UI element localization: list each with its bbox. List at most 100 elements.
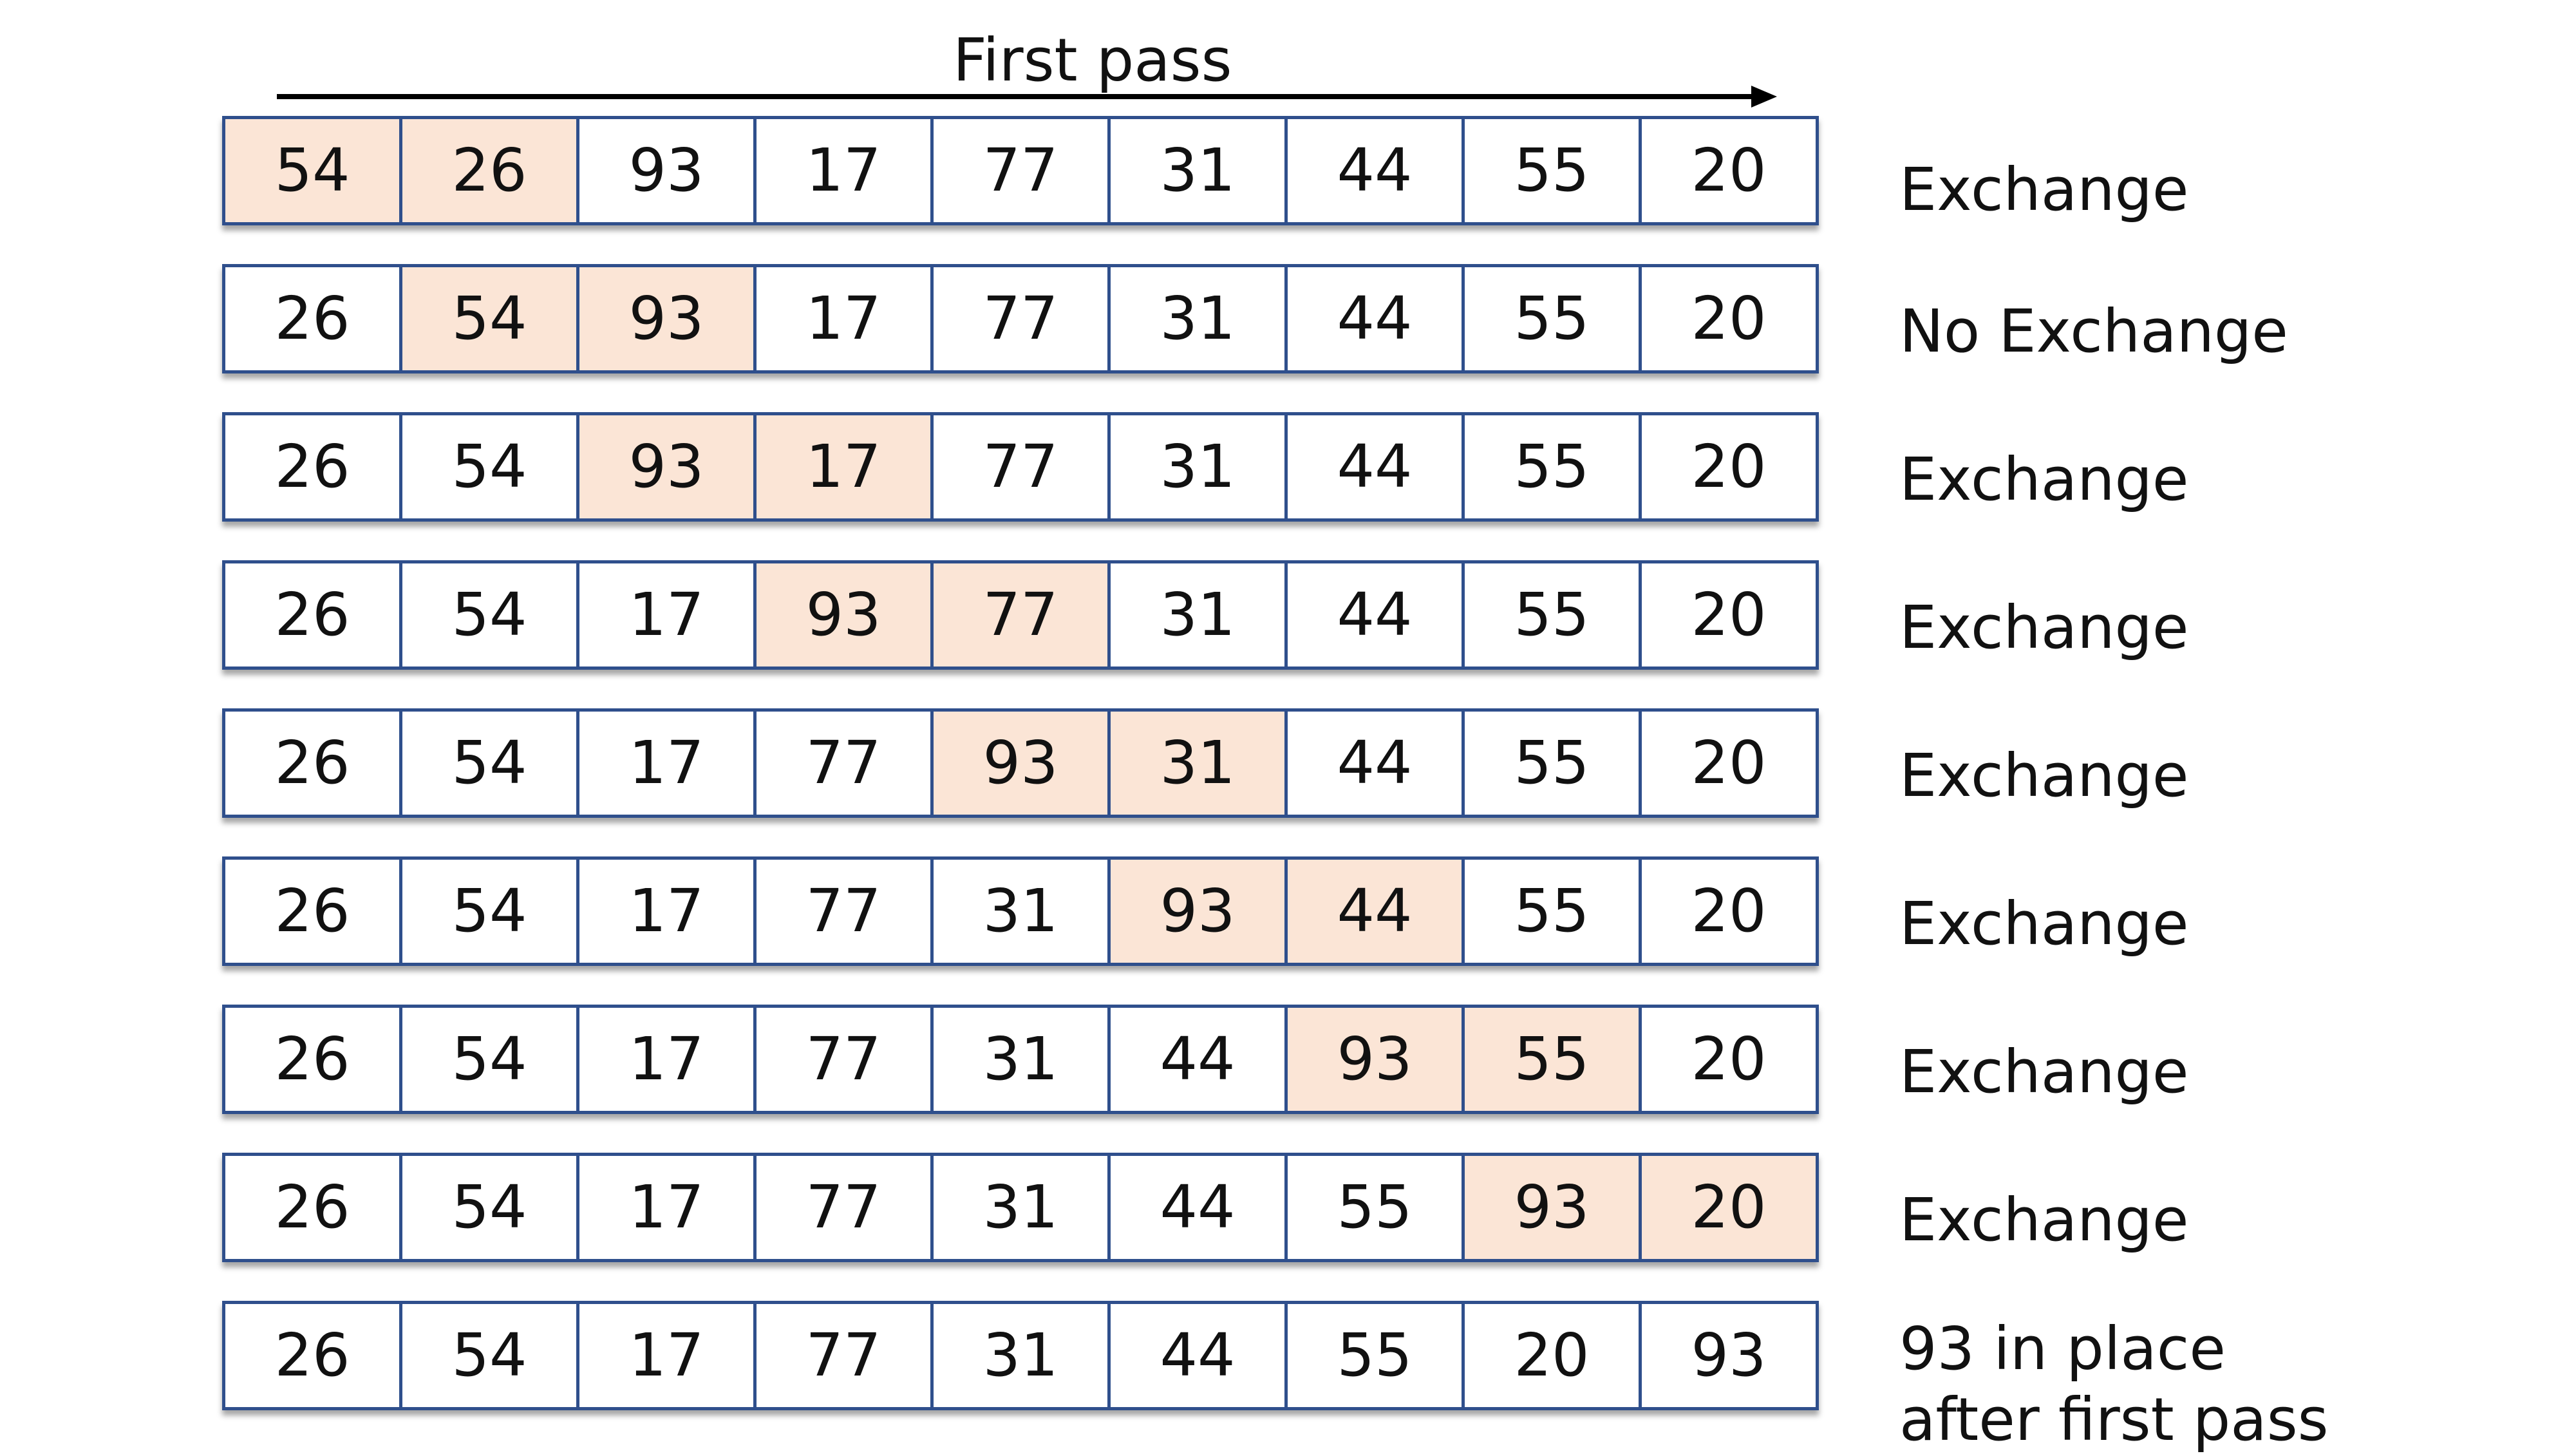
row-status-text: Exchange <box>1899 1186 2189 1254</box>
direction-arrow <box>277 80 1777 119</box>
array-cell: 20 <box>1642 415 1819 518</box>
row-status-label: Exchange <box>1899 1185 2189 1256</box>
array-row-3: 26 54 93 17 77 31 44 55 20 <box>222 412 1819 522</box>
array-cell: 44 <box>1111 1156 1288 1259</box>
array-cell: 77 <box>757 860 934 963</box>
array-cell: 17 <box>757 267 934 370</box>
array-row-6: 26 54 17 77 31 93 44 55 20 <box>222 856 1819 966</box>
array-cell: 26 <box>225 563 402 667</box>
compared-cell: 93 <box>1111 860 1288 963</box>
array-cell: 26 <box>225 860 402 963</box>
array-cell: 77 <box>757 1304 934 1407</box>
array-cell: 44 <box>1288 563 1465 667</box>
array-cell: 55 <box>1465 712 1642 815</box>
compared-cell: 93 <box>579 267 757 370</box>
array-cell: 44 <box>1288 119 1465 222</box>
row-status-label: 93 in place after first pass <box>1899 1314 2329 1456</box>
array-cell: 54 <box>402 563 579 667</box>
array-cell: 77 <box>757 1156 934 1259</box>
array-row-7: 26 54 17 77 31 44 93 55 20 <box>222 1005 1819 1114</box>
row-status-text: Exchange <box>1899 445 2189 514</box>
array-row-1: 54 26 93 17 77 31 44 55 20 <box>222 116 1819 225</box>
array-cell: 54 <box>402 1008 579 1111</box>
array-cell: 54 <box>402 415 579 518</box>
array-cell: 77 <box>934 267 1111 370</box>
row-status-text: Exchange <box>1899 741 2189 810</box>
array-row-9: 26 54 17 77 31 44 55 20 93 <box>222 1301 1819 1410</box>
compared-cell: 31 <box>1111 712 1288 815</box>
row-status-text: 93 in place <box>1899 1314 2226 1383</box>
array-cell: 20 <box>1642 1008 1819 1111</box>
row-status-text: No Exchange <box>1899 297 2288 366</box>
row-status-text-line2: after first pass <box>1899 1385 2329 1455</box>
array-cell: 44 <box>1288 267 1465 370</box>
array-cell: 54 <box>402 1304 579 1407</box>
array-cell: 54 <box>402 712 579 815</box>
array-cell: 77 <box>934 119 1111 222</box>
row-status-text: Exchange <box>1899 155 2189 224</box>
array-row-8: 26 54 17 77 31 44 55 93 20 <box>222 1153 1819 1262</box>
array-cell: 77 <box>934 415 1111 518</box>
row-status-label: Exchange <box>1899 444 2189 515</box>
compared-cell: 54 <box>402 267 579 370</box>
array-cell: 31 <box>934 860 1111 963</box>
array-cell: 31 <box>1111 415 1288 518</box>
compared-cell: 93 <box>1288 1008 1465 1111</box>
array-cell: 26 <box>225 267 402 370</box>
compared-cell: 93 <box>934 712 1111 815</box>
array-cell: 20 <box>1465 1304 1642 1407</box>
array-cell: 31 <box>1111 267 1288 370</box>
row-status-label: Exchange <box>1899 889 2189 960</box>
compared-cell: 93 <box>1465 1156 1642 1259</box>
array-cell: 31 <box>934 1156 1111 1259</box>
array-cell: 31 <box>934 1008 1111 1111</box>
row-status-label: Exchange <box>1899 741 2189 811</box>
compared-cell: 93 <box>579 415 757 518</box>
array-cell: 17 <box>579 1304 757 1407</box>
compared-cell: 26 <box>402 119 579 222</box>
array-cell: 93 <box>579 119 757 222</box>
array-cell: 26 <box>225 1008 402 1111</box>
row-status-text: Exchange <box>1899 1037 2189 1106</box>
array-cell: 44 <box>1288 712 1465 815</box>
array-cell: 55 <box>1465 415 1642 518</box>
array-cell: 20 <box>1642 563 1819 667</box>
row-status-label: Exchange <box>1899 1037 2189 1108</box>
array-cell: 31 <box>1111 119 1288 222</box>
array-cell: 55 <box>1465 267 1642 370</box>
array-cell: 31 <box>1111 563 1288 667</box>
array-cell: 55 <box>1465 563 1642 667</box>
array-cell: 26 <box>225 1156 402 1259</box>
array-cell: 54 <box>402 860 579 963</box>
array-cell: 31 <box>934 1304 1111 1407</box>
array-cell: 77 <box>757 1008 934 1111</box>
array-row-2: 26 54 93 17 77 31 44 55 20 <box>222 264 1819 373</box>
array-cell: 55 <box>1465 860 1642 963</box>
array-cell: 26 <box>225 1304 402 1407</box>
array-cell: 20 <box>1642 267 1819 370</box>
compared-cell: 44 <box>1288 860 1465 963</box>
row-status-label: Exchange <box>1899 155 2189 225</box>
array-cell: 55 <box>1288 1156 1465 1259</box>
compared-cell: 54 <box>225 119 402 222</box>
compared-cell: 55 <box>1465 1008 1642 1111</box>
array-cell: 17 <box>579 563 757 667</box>
array-cell: 54 <box>402 1156 579 1259</box>
array-cell: 26 <box>225 415 402 518</box>
array-cell: 17 <box>579 712 757 815</box>
row-status-text: Exchange <box>1899 889 2189 958</box>
array-cell: 17 <box>579 1008 757 1111</box>
array-cell: 77 <box>757 712 934 815</box>
compared-cell: 20 <box>1642 1156 1819 1259</box>
array-cell: 17 <box>579 1156 757 1259</box>
array-cell: 44 <box>1111 1008 1288 1111</box>
array-cell: 20 <box>1642 860 1819 963</box>
diagram-title: First pass <box>953 26 1232 95</box>
row-status-label: No Exchange <box>1899 296 2288 367</box>
array-cell: 26 <box>225 712 402 815</box>
array-row-5: 26 54 17 77 93 31 44 55 20 <box>222 708 1819 818</box>
compared-cell: 77 <box>934 563 1111 667</box>
array-cell: 20 <box>1642 712 1819 815</box>
array-cell: 93 <box>1642 1304 1819 1407</box>
array-cell: 44 <box>1111 1304 1288 1407</box>
